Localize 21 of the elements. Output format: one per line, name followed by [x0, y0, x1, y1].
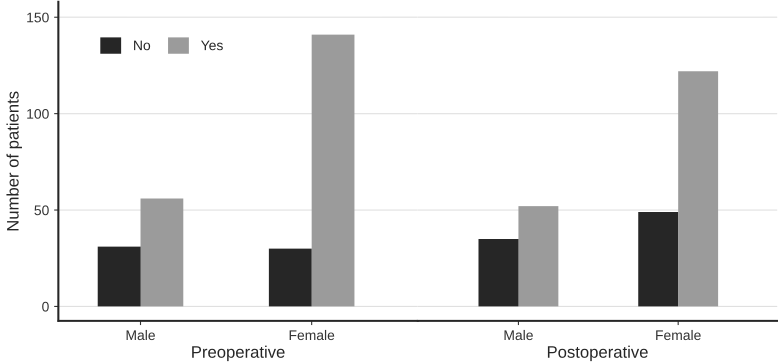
x-axis-title: Postoperative — [548, 346, 648, 362]
bar — [268, 248, 312, 306]
y-tick-label: 50 — [34, 205, 49, 216]
y-tick-label: 100 — [27, 108, 49, 119]
bar — [518, 206, 558, 306]
y-tick-label: 150 — [27, 12, 49, 22]
bar — [638, 212, 678, 306]
x-axis-title: Preoperative — [192, 346, 285, 362]
bar — [678, 71, 718, 306]
legend-label: Yes — [201, 40, 223, 50]
bar — [98, 246, 141, 306]
bar — [140, 198, 184, 306]
bar — [312, 34, 354, 306]
legend-label: No — [134, 40, 150, 50]
x-tick-label: Female — [656, 330, 701, 340]
x-tick-label: Female — [290, 330, 334, 340]
x-tick-label: Male — [126, 330, 155, 340]
y-tick-label: 0 — [42, 302, 49, 312]
y-axis-title: Number of patients — [6, 92, 22, 230]
bar — [478, 238, 518, 306]
x-tick-label: Male — [504, 330, 533, 340]
